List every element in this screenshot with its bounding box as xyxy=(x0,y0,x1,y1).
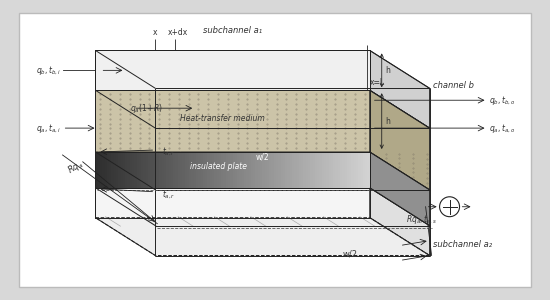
Polygon shape xyxy=(370,152,430,226)
Text: insulated plate: insulated plate xyxy=(190,162,246,171)
Polygon shape xyxy=(96,90,430,128)
Polygon shape xyxy=(96,152,430,190)
Polygon shape xyxy=(96,90,370,152)
Text: h: h xyxy=(386,66,390,75)
Polygon shape xyxy=(370,188,430,256)
Text: x=L: x=L xyxy=(370,78,385,87)
Text: $q_a, t_{a,i}$: $q_a, t_{a,i}$ xyxy=(36,122,60,134)
Polygon shape xyxy=(370,50,430,128)
Polygon shape xyxy=(96,188,370,218)
Text: $q_a, t_{a,o}$: $q_a, t_{a,o}$ xyxy=(490,122,516,134)
Polygon shape xyxy=(96,50,370,90)
Text: subchannel a₂: subchannel a₂ xyxy=(433,240,492,249)
Text: channel b: channel b xyxy=(433,81,474,90)
Text: w/2: w/2 xyxy=(255,152,269,161)
Polygon shape xyxy=(370,90,430,190)
Text: h: h xyxy=(386,117,390,126)
Text: Heat-transfer medium: Heat-transfer medium xyxy=(180,114,265,123)
Text: x: x xyxy=(153,28,157,37)
Text: $t_{a,r}$: $t_{a,r}$ xyxy=(162,189,175,201)
Text: $q_a(1\!+\!R)$: $q_a(1\!+\!R)$ xyxy=(130,102,163,115)
Text: $q_b, t_{b,i}$: $q_b, t_{b,i}$ xyxy=(36,64,60,77)
Text: x+dx: x+dx xyxy=(168,28,188,37)
Text: $t_{a,r}$: $t_{a,r}$ xyxy=(162,146,175,158)
Text: w/2: w/2 xyxy=(342,249,358,258)
Text: $Rq_a$: $Rq_a$ xyxy=(65,157,86,177)
Text: $q_b, t_{b,o}$: $q_b, t_{b,o}$ xyxy=(490,94,516,106)
FancyBboxPatch shape xyxy=(19,13,531,287)
Text: $Rq_a, t_{a,s}$: $Rq_a, t_{a,s}$ xyxy=(406,213,438,226)
Text: subchannel a₁: subchannel a₁ xyxy=(202,26,262,35)
Polygon shape xyxy=(96,218,430,256)
